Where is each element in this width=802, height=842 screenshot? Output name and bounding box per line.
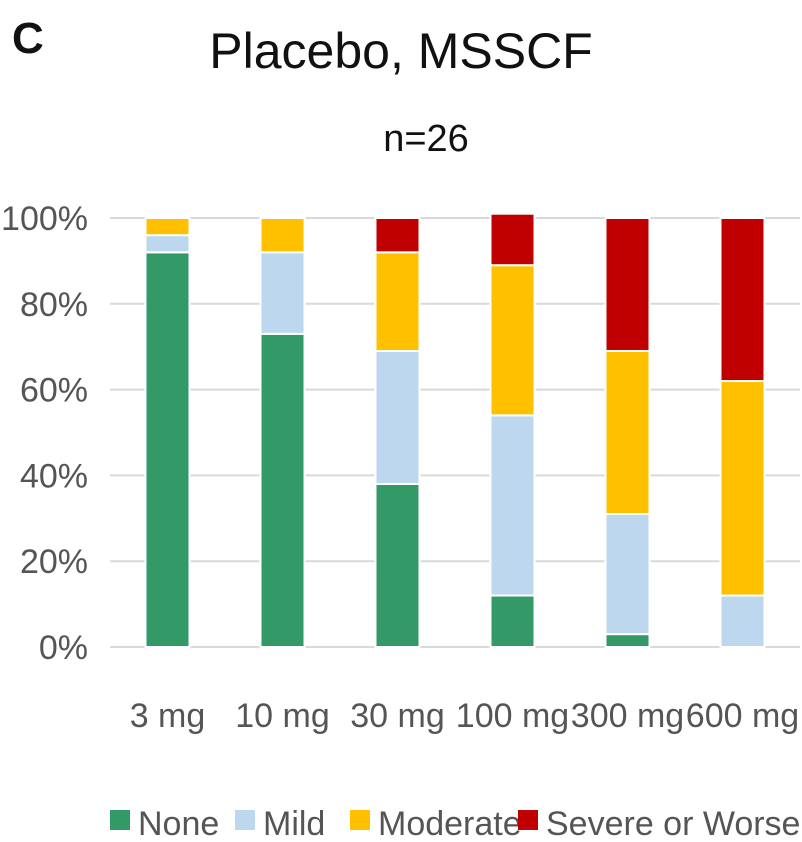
y-tick-label: 80% <box>20 286 88 324</box>
bar-segment <box>489 414 536 597</box>
y-tick-label: 100% <box>1 200 88 238</box>
y-tick-label: 20% <box>20 543 88 581</box>
chart-title: Placebo, MSSCF <box>209 23 593 79</box>
bar-segment <box>144 217 191 237</box>
y-tick-label: 40% <box>20 457 88 495</box>
x-tick-label: 10 mg <box>235 697 330 735</box>
legend-swatch <box>110 810 130 830</box>
bar-segment <box>144 234 191 254</box>
x-tick-label: 300 mg <box>571 697 684 735</box>
legend-label: Mild <box>263 805 325 842</box>
legend: None Mild Moderate Severe or Worse <box>110 805 800 842</box>
legend-label: Severe or Worse <box>546 805 800 842</box>
y-tick-label: 60% <box>20 372 88 410</box>
chart-subtitle: n=26 <box>383 118 469 160</box>
bar-segment <box>489 212 536 267</box>
bar-segment <box>374 482 421 649</box>
bars <box>144 212 766 649</box>
bar-segment <box>604 633 651 649</box>
legend-label: Moderate <box>378 805 522 842</box>
x-tick-label: 600 mg <box>686 697 799 735</box>
x-tick-label: 30 mg <box>350 697 445 735</box>
bar-segment <box>374 251 421 352</box>
legend-swatch <box>518 810 538 830</box>
bar-segment <box>259 251 306 335</box>
bar-segment <box>489 264 536 417</box>
bar-segment <box>604 349 651 516</box>
x-tick-label: 100 mg <box>456 697 569 735</box>
legend-swatch <box>235 810 255 830</box>
bar-segment <box>259 332 306 648</box>
gridlines <box>110 217 800 648</box>
bar-segment <box>719 380 766 597</box>
bar-segment <box>489 594 536 649</box>
bar-segment <box>719 594 766 649</box>
bar-segment <box>719 217 766 383</box>
bar-segment <box>604 217 651 352</box>
bar-segment <box>374 349 421 485</box>
x-axis-ticks: 3 mg 10 mg 30 mg 100 mg 300 mg 600 mg <box>130 697 800 735</box>
bar-segment <box>144 251 191 648</box>
y-tick-label: 0% <box>39 629 88 667</box>
bar-segment <box>374 217 421 254</box>
bar-segment <box>604 513 651 636</box>
legend-label: None <box>138 805 219 842</box>
panel-letter: C <box>12 14 44 63</box>
legend-swatch <box>350 810 370 830</box>
x-tick-label: 3 mg <box>130 697 206 735</box>
y-axis-ticks: 0% 20% 40% 60% 80% 100% <box>1 200 88 667</box>
bar-segment <box>259 217 306 254</box>
